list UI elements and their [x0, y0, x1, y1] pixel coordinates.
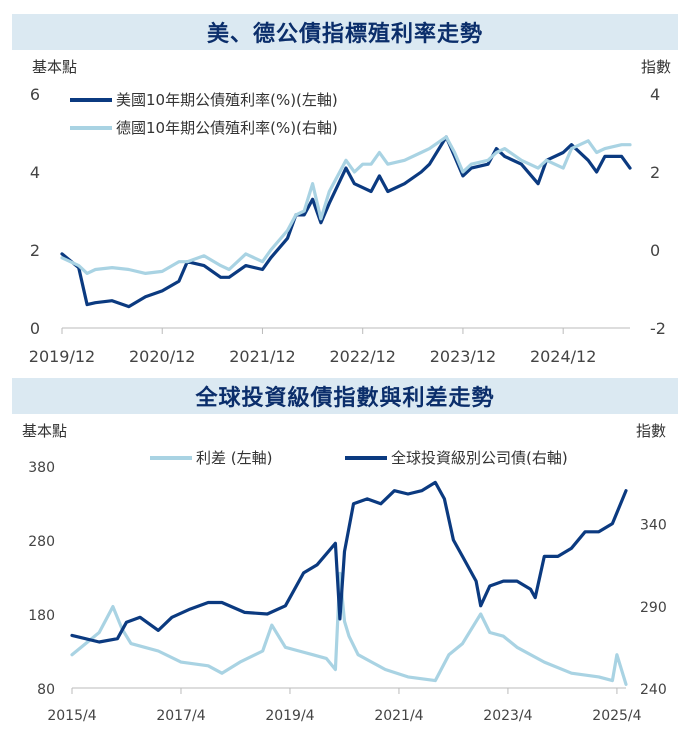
- legend-label-2: 德國10年期公債殖利率(%)(右軸): [116, 119, 338, 137]
- x-tick-label: 2022/12: [329, 347, 395, 365]
- y-left-tick-label: 2: [30, 241, 40, 260]
- chart1: 基本點 指數 2019/12 2020/12 2021/12 2022/12 2023/…: [29, 58, 671, 365]
- y-right-tick-label: -2: [650, 319, 666, 338]
- y-left-tick-label: 4: [30, 163, 40, 182]
- legend-label-1: 利差 (左軸): [196, 449, 272, 467]
- y-left-tick-label: 180: [28, 608, 55, 624]
- y-left-tick-label: 380: [28, 460, 55, 476]
- y-right-tick-label: 2: [650, 163, 660, 182]
- chart1-title: 美、德公債指標殖利率走勢: [12, 14, 678, 50]
- series-line-2: [60, 135, 632, 275]
- y-left-tick-label: 0: [30, 319, 40, 338]
- chart2-left-unit: 基本點: [22, 422, 67, 440]
- chart1-right-unit: 指數: [641, 58, 671, 76]
- series-line-1: [60, 135, 632, 309]
- y-left-tick-label: 280: [28, 534, 55, 550]
- x-tick-label: 2025/4: [592, 708, 641, 724]
- series-line-2: [70, 480, 628, 644]
- chart2: 基本點 指數 2015/4 2017/4 2019/4 2021/4 2023/4 202…: [22, 422, 667, 724]
- x-tick-label: 2019/12: [29, 347, 95, 365]
- x-tick-label: 2020/12: [129, 347, 195, 365]
- x-tick-label: 2021/12: [229, 347, 295, 365]
- x-tick-label: 2015/4: [47, 708, 96, 724]
- y-left-tick-label: 6: [30, 85, 40, 104]
- x-tick-label: 2017/4: [156, 708, 205, 724]
- y-right-tick-label: 240: [640, 682, 667, 698]
- y-right-tick-label: 4: [650, 85, 660, 104]
- x-tick-label: 2021/4: [374, 708, 423, 724]
- legend-label-1: 美國10年期公債殖利率(%)(左軸): [116, 91, 338, 109]
- chart1-left-unit: 基本點: [32, 58, 77, 76]
- y-right-tick-label: 340: [640, 518, 667, 534]
- x-tick-label: 2019/4: [265, 708, 314, 724]
- x-tick-label: 2023/4: [483, 708, 532, 724]
- y-right-tick-label: 0: [650, 241, 660, 260]
- x-tick-label: 2023/12: [430, 347, 496, 365]
- y-left-tick-label: 80: [37, 682, 55, 698]
- y-right-tick-label: 290: [640, 600, 667, 616]
- chart2-title: 全球投資級債指數與利差走勢: [12, 378, 678, 414]
- chart2-right-unit: 指數: [636, 422, 666, 440]
- x-tick-label: 2024/12: [530, 347, 596, 365]
- legend-label-2: 全球投資級別公司債(右軸): [391, 449, 568, 467]
